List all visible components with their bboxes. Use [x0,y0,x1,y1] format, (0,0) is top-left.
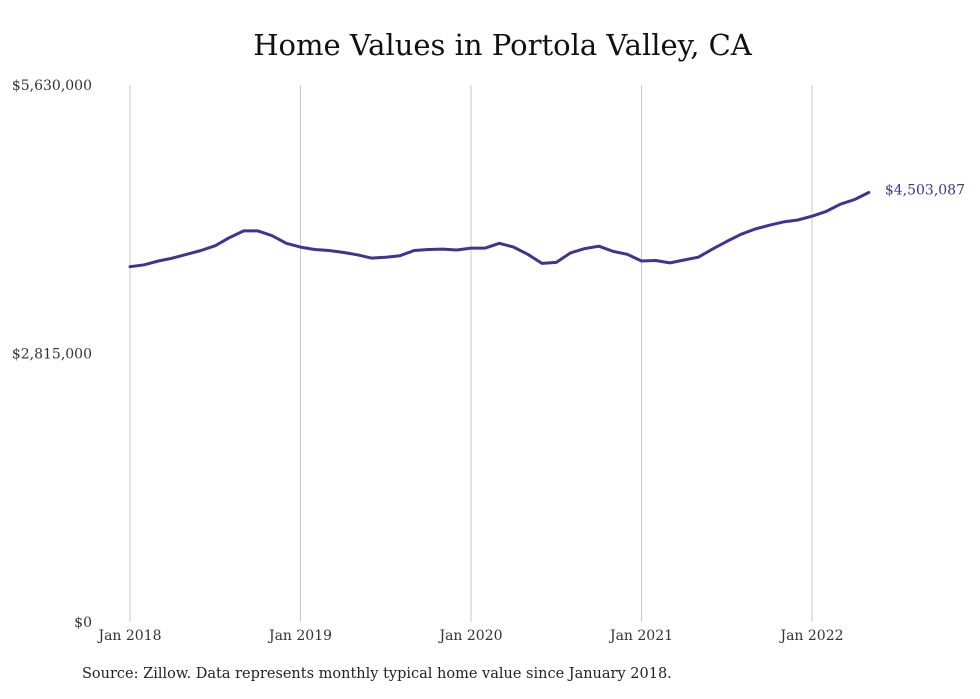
y-tick-label: $2,815,000 [12,347,92,363]
chart-title: Home Values in Portola Valley, CA [253,28,752,62]
source-note: Source: Zillow. Data represents monthly … [82,666,672,682]
x-tick-label: Jan 2018 [96,628,161,644]
y-tick-label: $0 [74,615,92,631]
y-axis-ticks: $5,630,000 $2,815,000 $0 [12,78,92,631]
end-label-group: $4,503,087 [885,182,965,198]
x-tick-label: Jan 2021 [608,628,673,644]
x-tick-label: Jan 2020 [437,628,502,644]
x-tick-label: Jan 2019 [267,628,332,644]
y-tick-label: $5,630,000 [12,78,92,94]
grid-lines [129,85,813,622]
x-tick-label: Jan 2022 [778,628,843,644]
end-value-label: $4,503,087 [885,182,965,198]
series-line [128,191,871,269]
series-line-group [128,191,871,269]
x-axis-ticks: Jan 2018 Jan 2019 Jan 2020 Jan 2021 Jan 2022 [96,628,843,644]
